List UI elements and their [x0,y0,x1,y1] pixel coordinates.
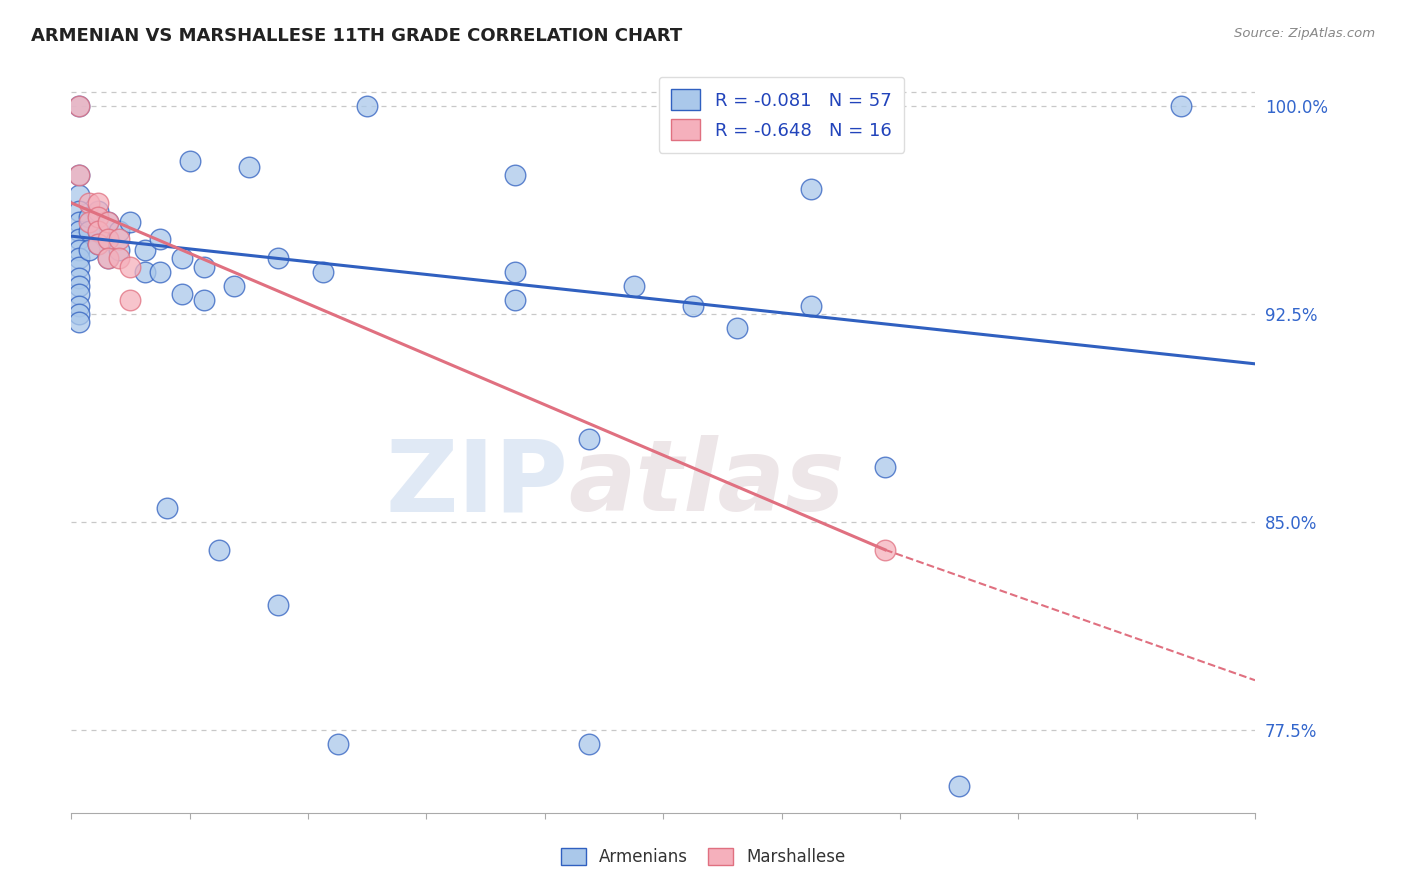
Point [312,265,335,279]
Point [875,542,897,557]
Point [503,265,526,279]
Point [120,260,142,274]
Text: ARMENIAN VS MARSHALLESE 11TH GRADE CORRELATION CHART: ARMENIAN VS MARSHALLESE 11TH GRADE CORRE… [31,27,682,45]
Point [134,243,156,257]
Point [67,168,90,182]
Point [267,252,290,266]
Point [107,224,129,238]
Point [87,224,110,238]
Text: ZIP: ZIP [385,435,568,533]
Point [67,243,90,257]
Point [120,293,142,307]
Point [67,299,90,313]
Point [67,204,90,219]
Point [875,459,897,474]
Point [87,195,110,210]
Legend: Armenians, Marshallese: Armenians, Marshallese [554,841,852,873]
Point [87,237,110,252]
Point [77,215,100,229]
Point [97,232,120,246]
Point [172,287,194,301]
Text: atlas: atlas [568,435,845,533]
Point [222,279,245,293]
Point [87,237,110,252]
Point [97,252,120,266]
Point [107,252,129,266]
Point [77,243,100,257]
Point [87,210,110,224]
Point [77,195,100,210]
Point [193,260,215,274]
Point [172,252,194,266]
Point [208,542,231,557]
Point [238,160,260,174]
Point [326,737,349,751]
Point [503,168,526,182]
Point [77,224,100,238]
Point [682,299,704,313]
Point [578,432,600,446]
Point [77,210,100,224]
Point [149,232,172,246]
Point [97,232,120,246]
Point [725,320,748,334]
Point [800,182,823,196]
Point [67,279,90,293]
Point [578,737,600,751]
Point [193,293,215,307]
Point [67,187,90,202]
Point [67,252,90,266]
Point [67,315,90,329]
Text: Source: ZipAtlas.com: Source: ZipAtlas.com [1234,27,1375,40]
Point [179,154,201,169]
Legend: R = -0.081   N = 57, R = -0.648   N = 16: R = -0.081 N = 57, R = -0.648 N = 16 [659,77,904,153]
Point [1170,98,1192,112]
Point [156,501,179,516]
Point [97,215,120,229]
Point [267,599,290,613]
Point [503,293,526,307]
Point [67,270,90,285]
Point [120,215,142,229]
Point [67,260,90,274]
Point [87,204,110,219]
Point [67,224,90,238]
Point [67,307,90,321]
Point [67,287,90,301]
Point [134,265,156,279]
Point [623,279,645,293]
Point [67,215,90,229]
Point [97,215,120,229]
Point [800,299,823,313]
Point [356,98,378,112]
Point [67,168,90,182]
Point [948,779,970,793]
Point [97,252,120,266]
Point [107,232,129,246]
Point [107,243,129,257]
Point [87,224,110,238]
Point [149,265,172,279]
Point [67,232,90,246]
Point [67,98,90,112]
Point [67,98,90,112]
